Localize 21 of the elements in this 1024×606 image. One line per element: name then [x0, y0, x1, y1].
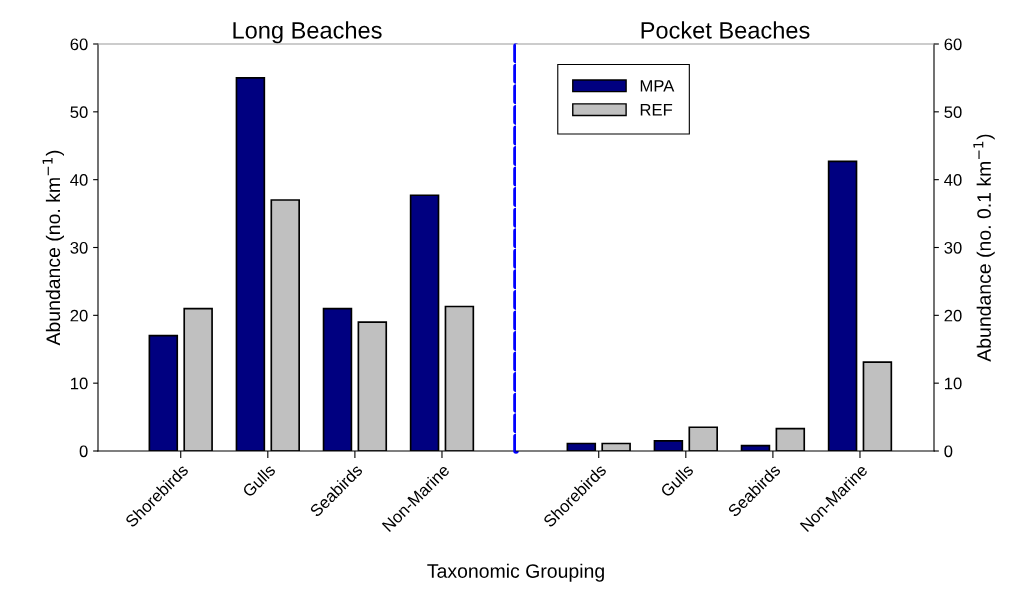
y2-tick-label: 0 [944, 445, 953, 458]
legend-label: REF [640, 104, 673, 116]
y-tick-label: 20 [70, 309, 88, 322]
y-tick-label: 30 [70, 241, 88, 254]
y-tick-label: 60 [70, 38, 88, 51]
y-tick-label: 0 [79, 445, 88, 458]
y2-tick-label: 20 [944, 309, 962, 322]
chart-title: Long Beaches [233, 21, 382, 44]
y2-tick-label: 60 [944, 38, 962, 51]
y2-tick-label: 50 [944, 106, 962, 119]
y2-tick-label: 40 [944, 174, 962, 186]
y-tick-label: 40 [70, 174, 88, 186]
y-tick-label: 50 [70, 106, 88, 119]
y-tick-label: 10 [71, 377, 88, 390]
y2-tick-label: 30 [944, 241, 962, 254]
chart-title: Pocket Beaches [641, 21, 810, 39]
legend-label: MPA [640, 80, 675, 92]
y-axis-title: Abundance (no. km$^{−1}$) [42, 150, 64, 346]
x-axis-title: Taxonomic Grouping [427, 563, 604, 582]
y2-tick-label: 10 [944, 377, 962, 390]
y2-axis-title: Abundance (no. 0.1 km$^{−1}$) [973, 134, 995, 362]
